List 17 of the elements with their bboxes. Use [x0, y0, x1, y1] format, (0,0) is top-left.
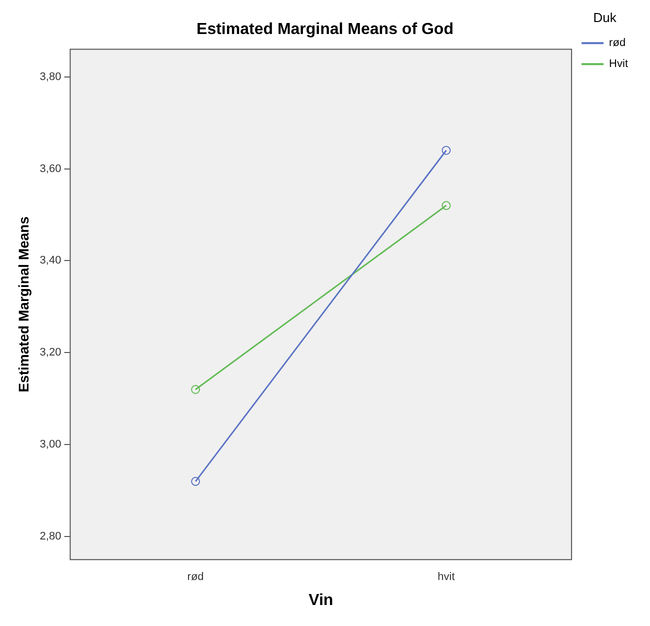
y-tick-label: 3,40	[40, 254, 62, 267]
point	[191, 384, 200, 394]
x-tick-label: hvit	[438, 571, 455, 584]
legend-label: rød	[609, 37, 626, 50]
y-tick-label: 2,80	[40, 530, 62, 543]
y-tick-label: 3,60	[40, 162, 62, 175]
chart-title: Estimated Marginal Means of God	[196, 21, 454, 38]
point	[191, 476, 200, 486]
y-axis-title: Estimated Marginal Means	[15, 216, 32, 392]
point	[442, 201, 451, 210]
legend-label: Hvit	[609, 58, 628, 70]
point	[442, 146, 451, 155]
legend-title: Duk	[593, 10, 617, 26]
y-tick-label: 3,20	[40, 346, 62, 359]
y-tick-label: 3,80	[40, 70, 62, 83]
y-tick-label: 3,00	[40, 438, 62, 451]
x-axis-title: Vin	[308, 592, 334, 609]
